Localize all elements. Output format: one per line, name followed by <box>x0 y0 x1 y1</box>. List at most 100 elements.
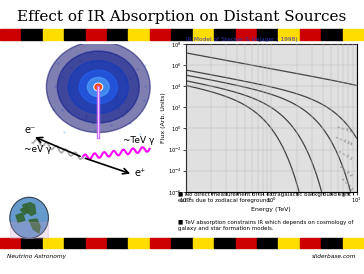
Point <box>92 128 98 132</box>
Point <box>121 75 127 79</box>
Point <box>91 121 96 125</box>
Y-axis label: Flux (Arb. Units): Flux (Arb. Units) <box>161 92 166 143</box>
Point <box>78 59 84 64</box>
Circle shape <box>87 77 109 97</box>
Bar <box>193 29 214 40</box>
X-axis label: Energy (TeV): Energy (TeV) <box>251 207 291 212</box>
Text: e⁻: e⁻ <box>24 125 35 135</box>
Bar <box>43 29 64 40</box>
Circle shape <box>58 51 139 123</box>
Point <box>141 98 147 102</box>
Point <box>101 93 107 98</box>
Bar <box>321 29 343 40</box>
Bar <box>278 238 300 248</box>
Text: ~TeV γ: ~TeV γ <box>123 136 155 145</box>
Point <box>134 67 140 71</box>
Bar <box>300 29 321 40</box>
Bar <box>21 29 43 40</box>
Point <box>81 92 87 96</box>
Point <box>115 106 120 110</box>
Text: Effect of IR Absorption on Distant Sources: Effect of IR Absorption on Distant Sourc… <box>17 10 347 24</box>
Bar <box>107 29 128 40</box>
Point <box>89 61 95 65</box>
Circle shape <box>47 41 150 133</box>
Point <box>51 107 56 111</box>
Text: z = 0.2: z = 0.2 <box>339 165 353 178</box>
Point <box>127 121 133 125</box>
Bar <box>107 238 128 248</box>
Bar <box>86 238 107 248</box>
Polygon shape <box>29 219 40 233</box>
Bar <box>171 29 193 40</box>
Point <box>83 113 88 117</box>
Point <box>59 107 65 112</box>
Bar <box>321 238 343 248</box>
Text: ~eV γ: ~eV γ <box>24 145 52 153</box>
Bar <box>236 238 257 248</box>
Point <box>112 65 118 70</box>
Bar <box>171 238 193 248</box>
Point <box>55 61 61 65</box>
Bar <box>150 238 171 248</box>
Point <box>110 65 115 69</box>
Text: z = 0.3: z = 0.3 <box>340 177 353 192</box>
Bar <box>0 29 21 40</box>
Bar <box>64 29 86 40</box>
Bar <box>214 238 236 248</box>
Point <box>113 95 119 99</box>
Point <box>142 84 147 88</box>
Point <box>68 85 74 89</box>
Bar <box>64 238 86 248</box>
Text: z = 0.1: z = 0.1 <box>337 149 353 161</box>
Point <box>108 123 114 127</box>
Point <box>68 65 74 70</box>
Polygon shape <box>16 213 25 222</box>
Polygon shape <box>23 203 36 215</box>
Bar <box>214 29 236 40</box>
Point <box>122 95 128 99</box>
Bar <box>150 29 171 40</box>
Text: z = 0.0: z = 0.0 <box>337 125 353 134</box>
Text: ■ No direct measurement of IR extragalactic background light exists due to zodia: ■ No direct measurement of IR extragalac… <box>178 192 351 202</box>
Point <box>123 108 129 112</box>
Text: z = 0.05: z = 0.05 <box>335 136 353 147</box>
Point <box>127 75 133 80</box>
Bar <box>343 29 364 40</box>
Point <box>93 76 99 80</box>
Bar <box>257 29 278 40</box>
Circle shape <box>68 61 128 113</box>
Text: ■ TeV absorption constrains IR which depends on cosmology of galaxy and star for: ■ TeV absorption constrains IR which dep… <box>178 220 354 231</box>
Bar <box>278 29 300 40</box>
Bar <box>86 29 107 40</box>
Point <box>59 74 65 78</box>
Text: sliderbase.com: sliderbase.com <box>312 254 357 259</box>
Bar <box>43 238 64 248</box>
Point <box>142 63 148 68</box>
Point <box>131 72 136 77</box>
Point <box>92 84 98 89</box>
Point <box>62 130 67 135</box>
Bar <box>300 238 321 248</box>
Point <box>83 116 88 120</box>
Bar <box>0 238 21 248</box>
Bar <box>343 238 364 248</box>
Point <box>65 109 71 113</box>
Point <box>119 114 125 119</box>
Circle shape <box>95 84 102 90</box>
Point <box>66 85 71 89</box>
Polygon shape <box>20 206 29 214</box>
Point <box>123 78 128 82</box>
Text: IR Model of Stecker & deJager ( 1998): IR Model of Stecker & deJager ( 1998) <box>186 37 297 42</box>
Circle shape <box>79 70 117 104</box>
Bar <box>257 238 278 248</box>
Text: Neutrino Astronomy: Neutrino Astronomy <box>7 254 66 259</box>
Bar <box>193 238 214 248</box>
Point <box>90 72 96 76</box>
Point <box>121 99 127 104</box>
Text: e⁺: e⁺ <box>135 168 146 178</box>
Bar <box>21 238 43 248</box>
Bar <box>128 29 150 40</box>
Bar <box>236 29 257 40</box>
Point <box>52 84 58 88</box>
Point <box>137 132 143 136</box>
